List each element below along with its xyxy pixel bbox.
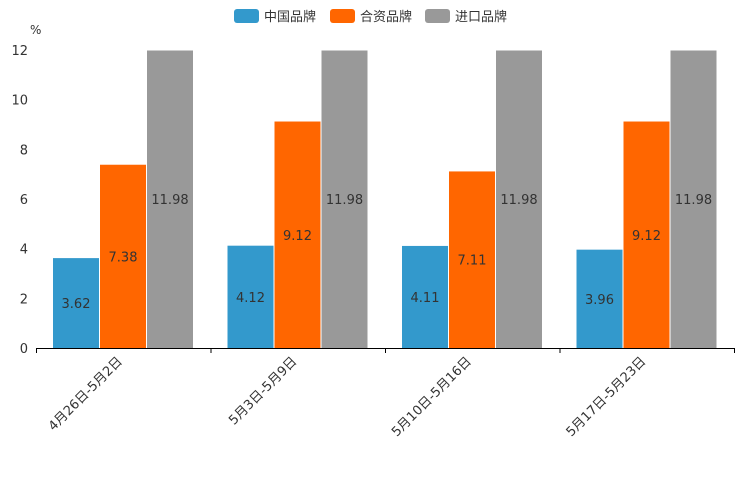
bar-series-group: 3.62 7.38 11.98 4.12 9.12 11.98 4.11 7.11 11.98 3…	[53, 50, 717, 349]
bar	[670, 50, 717, 348]
y-tick-label: 2	[20, 292, 28, 307]
data-label: 7.38	[109, 250, 138, 265]
data-label: 11.98	[675, 193, 712, 208]
legend-label-1: 中国品牌	[264, 9, 316, 25]
x-category-label: 4月26日-5月2日	[46, 354, 126, 434]
bar	[227, 245, 274, 348]
y-tick-label: 10	[11, 94, 28, 109]
y-axis: 0 2 4 6 8 10 12	[11, 44, 28, 357]
data-label: 11.98	[326, 193, 363, 208]
y-tick-label: 0	[20, 342, 28, 357]
bar	[449, 171, 495, 348]
y-tick-label: 12	[11, 44, 28, 59]
bar	[100, 164, 146, 348]
bar	[53, 258, 99, 348]
data-label: 9.12	[283, 229, 312, 244]
legend-label-2: 合资品牌	[360, 9, 412, 25]
x-category-label: 5月10日-5月16日	[389, 354, 475, 440]
y-tick-label: 6	[20, 193, 28, 208]
bar	[623, 121, 670, 349]
y-tick-label: 4	[20, 243, 28, 258]
bar	[496, 50, 542, 348]
data-label: 3.62	[62, 297, 91, 312]
bar	[576, 249, 623, 348]
y-axis-unit-label: %	[30, 23, 41, 37]
bar	[147, 50, 193, 348]
data-label: 4.12	[236, 291, 265, 306]
legend-swatch-1	[234, 9, 259, 23]
bar	[274, 121, 321, 349]
data-label: 9.12	[632, 229, 661, 244]
y-tick-label: 8	[20, 143, 28, 158]
data-label: 4.11	[411, 291, 440, 306]
legend-swatch-3	[425, 9, 450, 23]
bar	[402, 245, 448, 348]
x-axis: 4月26日-5月2日 5月3日-5月9日 5月10日-5月16日 5月17日-5月23…	[36, 348, 735, 440]
legend-label-3: 进口品牌	[455, 9, 507, 25]
legend-swatch-2	[330, 9, 355, 23]
data-label: 11.98	[500, 193, 537, 208]
data-label: 3.96	[585, 293, 614, 308]
x-category-label: 5月3日-5月9日	[226, 354, 300, 428]
chart-legend: 中国品牌 合资品牌 进口品牌	[234, 9, 507, 25]
data-label: 11.98	[151, 193, 188, 208]
data-label: 7.11	[458, 254, 487, 269]
x-category-label: 5月17日-5月23日	[564, 354, 650, 440]
bar	[321, 50, 368, 348]
